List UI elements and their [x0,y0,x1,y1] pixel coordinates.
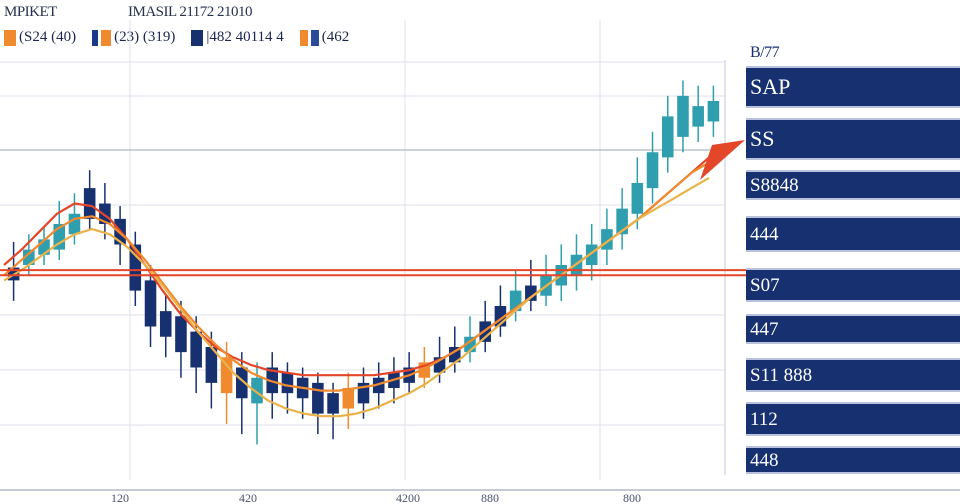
x-tick-label: 800 [623,491,641,504]
candle-body [616,208,628,235]
candle-body [464,336,476,353]
price-panel-row[interactable]: 444 [746,216,960,252]
price-panel-row[interactable]: SS [746,118,960,160]
candle-body [53,224,66,250]
candle-body [525,285,537,301]
candle-body [312,382,324,414]
trend-arrow [700,140,745,180]
candle-body [342,388,355,409]
price-panel-row[interactable]: 112 [746,402,960,436]
price-panel-row[interactable]: 447 [746,314,960,344]
moving-average-line [3,156,710,377]
price-panel-row[interactable]: SAP [746,66,960,108]
legend-item[interactable]: (S24 (40) [4,29,76,46]
candle-body [433,357,446,373]
legend-swatch [310,29,319,46]
header-left: MPIKET [4,4,57,20]
candle-body [357,382,370,404]
panel-top-label: B/77 [750,44,780,61]
price-panel-label: 447 [750,318,779,340]
candle-body [327,393,339,414]
candle-body [68,213,81,235]
legend-swatch [191,29,204,46]
candle-body [707,101,720,122]
candle-body [205,347,218,383]
candle-body [236,367,248,399]
price-panel-label: 448 [750,449,779,471]
candle-body [494,306,507,327]
candle-body [677,95,689,137]
legend-swatch [299,29,308,46]
legend: (S24 (40) (23) (319) |482 40114 4 (462 [4,29,349,46]
x-tick-label: 4200 [396,491,420,504]
price-panel-label: S11 888 [750,364,813,386]
candle-body [175,316,187,353]
price-panel-label: SAP [750,74,791,99]
price-panel-row[interactable]: 448 [746,446,960,474]
price-panel-label: S07 [750,274,780,296]
legend-item[interactable]: (462 [299,29,350,46]
candle-body [23,249,35,265]
candle-body [372,377,385,394]
x-tick-label: 420 [239,491,257,504]
price-panel-row[interactable]: S11 888 [746,358,960,392]
candle-body [646,152,659,189]
price-panel-row[interactable]: S07 [746,268,960,302]
candle-body [661,116,674,158]
legend-swatch [4,29,16,46]
candle-body [692,106,704,127]
price-panel-label: 444 [750,223,779,245]
candle-body [159,311,172,337]
candle-body [99,203,111,224]
candle-body [129,244,142,291]
legend-label: (462 [321,29,350,45]
moving-average-line [3,161,710,392]
candle-body [585,244,598,265]
x-tick-label: 880 [481,491,499,504]
candle-body [38,239,50,255]
candle-body [144,280,157,327]
candle-body [601,229,613,250]
candle-body [631,183,644,214]
legend-label: (S24 (40) [19,29,77,45]
moving-average-line [3,176,710,418]
price-panel-row[interactable]: S8848 [746,170,960,200]
candle-body [190,331,202,368]
legend-swatch [101,29,112,46]
candle-body [83,188,96,219]
candle-body [251,377,263,404]
header-center: IMASIL 21172 21010 [128,4,253,20]
candle-body [418,362,431,378]
price-panel-label: SS [750,126,775,151]
candle-body [281,372,294,394]
price-panel-label: S8848 [750,174,799,196]
candle-body [220,357,233,394]
legend-item[interactable]: |482 40114 4 [191,29,284,46]
x-tick-label: 120 [111,491,129,504]
legend-swatch [92,29,99,46]
price-panel-label: 112 [750,408,778,430]
candle-body [448,347,461,363]
legend-label: |482 40114 4 [206,29,284,45]
legend-label: (23) (319) [114,29,176,45]
candle-body [509,290,522,312]
legend-item[interactable]: (23) (319) [92,29,175,46]
